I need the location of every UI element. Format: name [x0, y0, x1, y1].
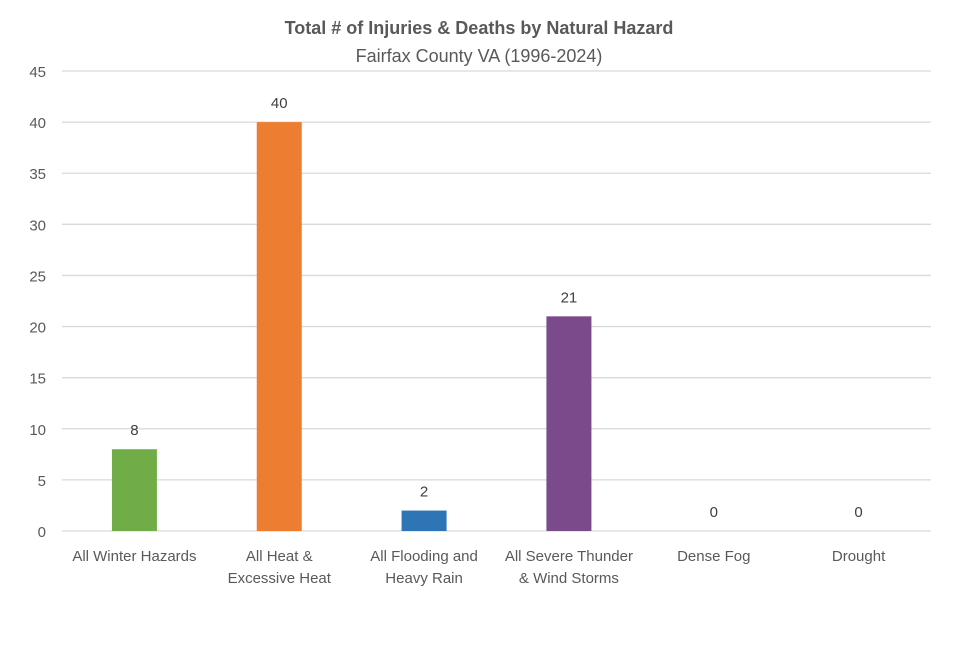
x-tick-label-line: All Heat &	[246, 548, 313, 565]
bars	[111, 122, 592, 531]
x-tick-label: All Winter Hazards	[72, 548, 196, 565]
x-tick-label-line: & Wind Storms	[519, 570, 619, 587]
x-tick-label-line: Heavy Rain	[385, 570, 463, 587]
chart-title: Total # of Injuries & Deaths by Natural …	[285, 18, 674, 38]
y-tick-label: 30	[29, 217, 46, 234]
y-tick-label: 5	[38, 473, 46, 490]
y-tick-label: 15	[29, 371, 46, 388]
x-axis-ticks: All Winter Hazards All Heat & Excessive He…	[72, 548, 886, 587]
x-tick-label-line: Excessive Heat	[228, 570, 332, 587]
x-tick-label-line: All Severe Thunder	[505, 548, 633, 565]
y-axis-ticks: 0 5 10 15 20 25 30 35 40 45	[29, 64, 46, 541]
x-tick-label-line: Dense Fog	[677, 548, 750, 565]
y-tick-label: 35	[29, 166, 46, 183]
y-tick-label: 45	[29, 64, 46, 81]
bar	[546, 316, 592, 531]
x-tick-label-line: All Winter Hazards	[72, 548, 196, 565]
y-tick-label: 40	[29, 115, 46, 132]
x-tick-label: All Heat & Excessive Heat	[228, 548, 332, 587]
y-tick-label: 20	[29, 320, 46, 337]
x-tick-label: Drought	[832, 548, 886, 565]
bar	[256, 122, 302, 531]
y-tick-label: 10	[29, 422, 46, 439]
x-tick-label-line: All Flooding and	[370, 548, 478, 565]
chart-subtitle: Fairfax County VA (1996-2024)	[356, 46, 603, 66]
gridlines	[62, 70, 931, 532]
data-label: 2	[420, 484, 428, 501]
data-labels: 8 40 2 21 0 0	[130, 95, 863, 521]
data-label: 0	[710, 504, 718, 521]
x-tick-label: All Flooding and Heavy Rain	[370, 548, 478, 587]
x-tick-label: All Severe Thunder & Wind Storms	[505, 548, 633, 587]
bar	[401, 510, 447, 531]
data-label: 21	[561, 289, 578, 306]
data-label: 0	[854, 504, 862, 521]
y-tick-label: 0	[38, 524, 46, 541]
y-tick-label: 25	[29, 268, 46, 285]
data-label: 8	[130, 422, 138, 439]
x-tick-label-line: Drought	[832, 548, 886, 565]
bar	[111, 449, 157, 531]
x-tick-label: Dense Fog	[677, 548, 750, 565]
data-label: 40	[271, 95, 288, 112]
